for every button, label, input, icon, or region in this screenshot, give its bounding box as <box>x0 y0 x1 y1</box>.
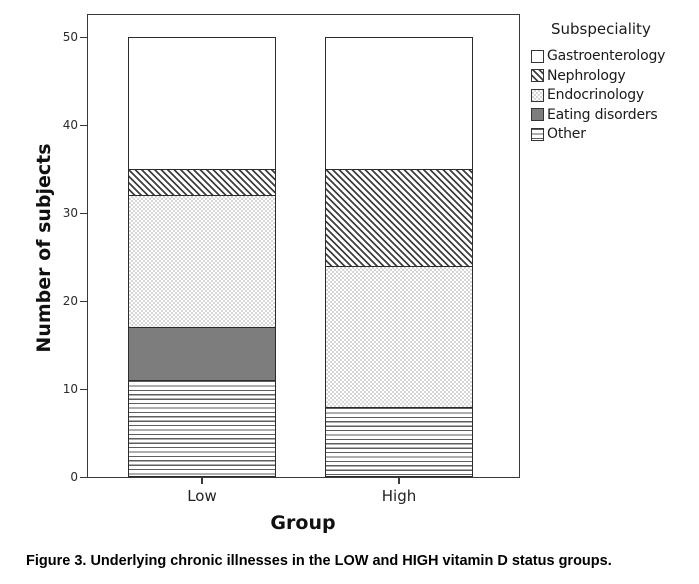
y-tick-label-40: 40 <box>62 118 78 132</box>
legend-label-gastroenterology: Gastroenterology <box>547 48 666 64</box>
legend-label-eating-disorders: Eating disorders <box>547 106 658 123</box>
segment-other-high <box>325 406 473 477</box>
segment-other-low <box>128 380 276 477</box>
legend-item-nephrology: Nephrology <box>531 67 696 84</box>
y-tick-label-0: 0 <box>70 470 78 484</box>
y-axis-title: Number of subjects <box>33 143 55 353</box>
segment-eating-disorders-low <box>128 327 276 381</box>
legend-item-eating-disorders: Eating disorders <box>531 106 696 123</box>
y-tick-30 <box>80 212 87 214</box>
figure-caption: Figure 3. Underlying chronic illnesses i… <box>26 553 612 569</box>
y-tick-10 <box>80 388 87 390</box>
plot-area <box>87 14 520 478</box>
y-tick-label-50: 50 <box>62 30 78 44</box>
bar-high <box>325 37 473 477</box>
endocrinology-swatch-icon <box>531 88 544 102</box>
segment-nephrology-low <box>128 169 276 196</box>
other-swatch-icon <box>531 127 544 141</box>
y-tick-label-20: 20 <box>62 294 78 308</box>
legend-label-endocrinology: Endocrinology <box>547 87 644 103</box>
y-tick-20 <box>80 300 87 302</box>
segment-endocrinology-high <box>325 265 473 407</box>
y-tick-label-10: 10 <box>62 382 78 396</box>
legend-item-other: Other <box>531 126 696 142</box>
segment-gastroenterology-high <box>325 37 473 169</box>
gastroenterology-swatch-icon <box>531 49 544 63</box>
x-category-label-low: Low <box>187 487 217 505</box>
y-tick-40 <box>80 124 87 126</box>
x-category-label-high: High <box>381 487 417 505</box>
segment-nephrology-high <box>325 169 473 266</box>
bar-low <box>128 37 276 477</box>
legend-label-other: Other <box>547 126 586 142</box>
y-tick-label-30: 30 <box>62 206 78 220</box>
legend-title: Subspeciality <box>551 20 651 38</box>
legend-label-nephrology: Nephrology <box>547 67 626 84</box>
x-tick-low <box>201 478 203 484</box>
legend-item-gastroenterology: Gastroenterology <box>531 48 696 64</box>
segment-endocrinology-low <box>128 195 276 328</box>
y-tick-0 <box>80 476 87 478</box>
x-tick-high <box>398 478 400 484</box>
y-tick-50 <box>80 36 87 38</box>
segment-gastroenterology-low <box>128 37 276 169</box>
x-axis-title: Group <box>270 512 336 534</box>
eating-disorders-swatch-icon <box>531 108 544 121</box>
nephrology-swatch-icon <box>531 69 544 82</box>
legend-item-endocrinology: Endocrinology <box>531 87 696 103</box>
legend: Subspeciality Gastroenterology Nephrolog… <box>531 20 696 147</box>
